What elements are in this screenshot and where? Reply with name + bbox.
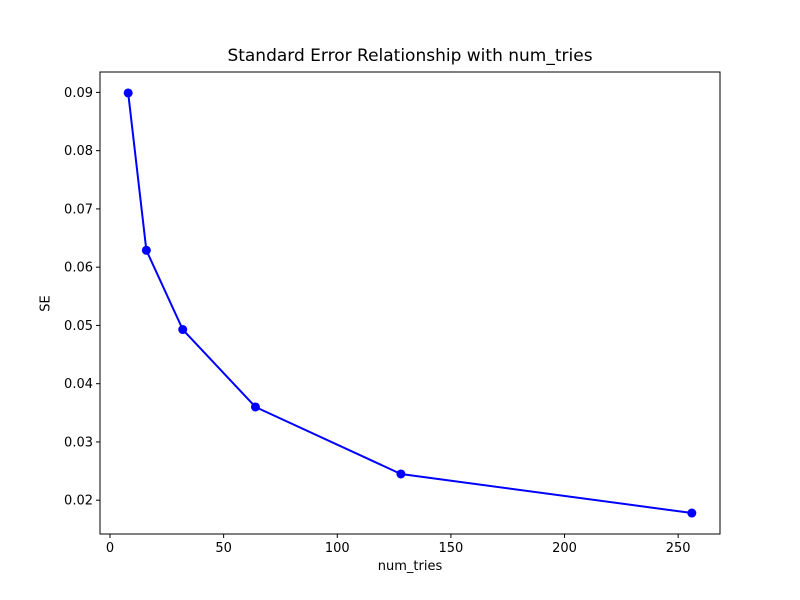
data-line [127, 92, 692, 515]
y-axis-label: SE [38, 295, 54, 312]
x-tick-label: 150 [438, 541, 463, 556]
data-point [250, 402, 260, 412]
data-point [178, 325, 188, 335]
y-tick-label: 0.09 [64, 86, 93, 101]
y-tick-label: 0.08 [64, 144, 93, 159]
chart-title: Standard Error Relationship with num_tri… [227, 46, 593, 66]
y-tick-label: 0.06 [64, 261, 93, 276]
x-tick-label: 200 [552, 541, 577, 556]
axes-box [99, 71, 721, 535]
x-tick-label: 0 [106, 541, 114, 556]
data-point [141, 245, 151, 255]
y-tick-label: 0.02 [64, 494, 93, 509]
y-tick-label: 0.03 [64, 435, 93, 450]
data-point [687, 508, 697, 518]
y-tick-label: 0.05 [64, 319, 93, 334]
y-tick-label: 0.07 [64, 202, 93, 217]
x-axis-label: num_tries [377, 559, 443, 574]
y-tick-label: 0.04 [64, 377, 93, 392]
x-tick-label: 50 [215, 541, 232, 556]
data-point [123, 88, 133, 98]
data-point [396, 469, 406, 479]
x-tick-label: 250 [666, 541, 691, 556]
x-tick-label: 100 [325, 541, 350, 556]
